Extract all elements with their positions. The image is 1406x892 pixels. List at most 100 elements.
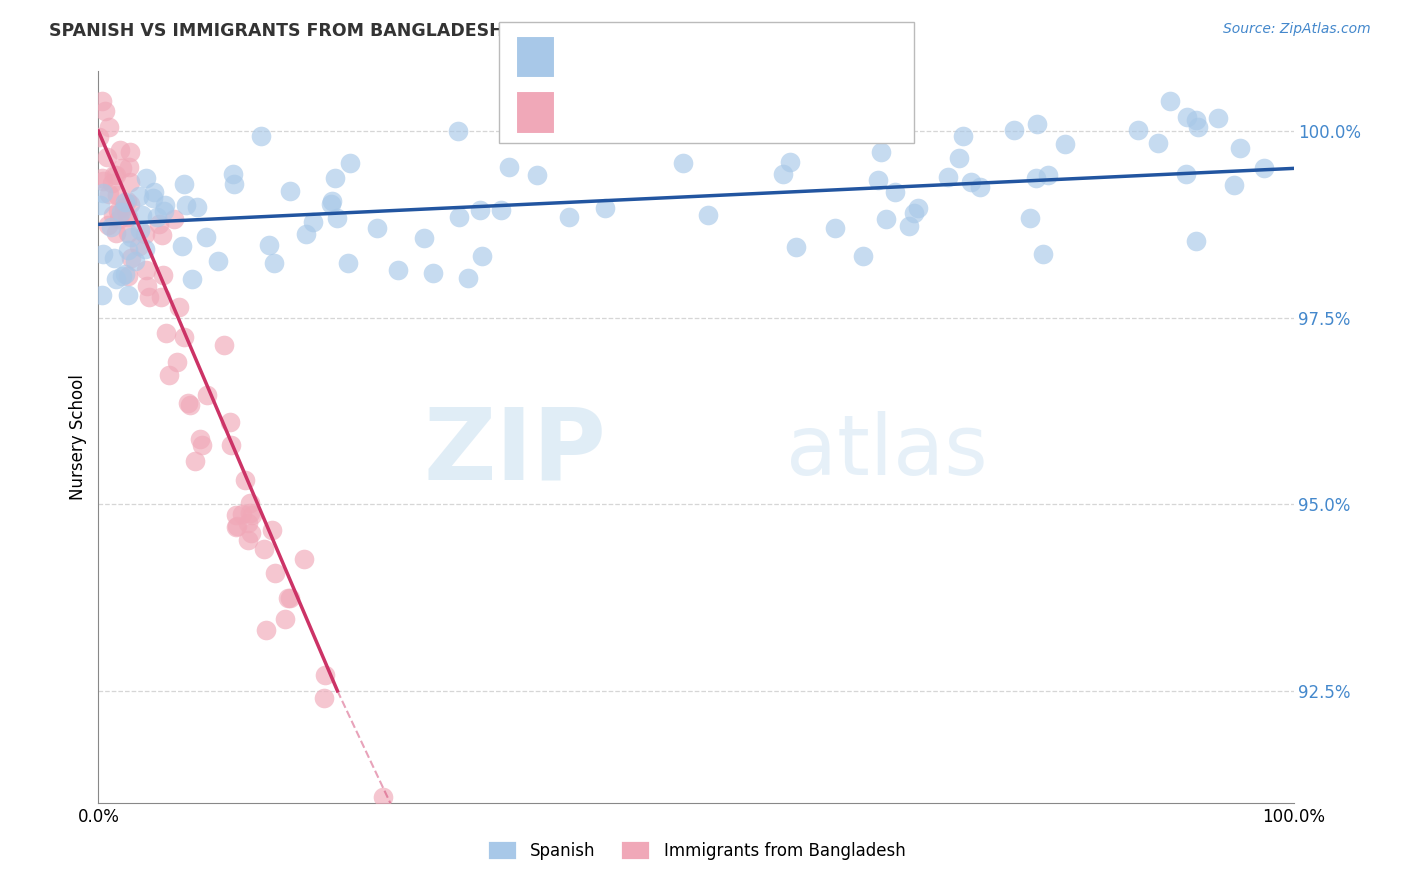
Point — [117, 243, 139, 257]
Point — [526, 168, 548, 182]
Point — [236, 516, 259, 530]
Point — [117, 288, 139, 302]
Point — [1054, 137, 1077, 152]
Point — [387, 262, 409, 277]
Y-axis label: Nursery School: Nursery School — [69, 374, 87, 500]
Point — [262, 523, 284, 537]
Point — [728, 96, 751, 111]
Point — [295, 227, 318, 241]
Point — [172, 238, 194, 252]
Point — [188, 432, 211, 446]
Point — [163, 212, 186, 227]
Point — [115, 208, 138, 222]
Point — [104, 226, 127, 240]
Point — [321, 194, 343, 208]
Point — [222, 177, 245, 191]
Point — [779, 154, 801, 169]
Point — [173, 330, 195, 344]
Point — [824, 221, 846, 235]
Point — [875, 212, 897, 227]
Point — [104, 168, 127, 182]
Point — [278, 184, 301, 198]
Point — [117, 226, 139, 240]
Point — [868, 173, 890, 187]
Point — [952, 128, 974, 143]
Point — [903, 206, 925, 220]
Point — [897, 219, 920, 234]
Point — [948, 151, 970, 165]
Point — [115, 194, 138, 208]
Point — [150, 290, 173, 304]
Point — [120, 230, 142, 244]
Point — [131, 208, 153, 222]
Point — [225, 520, 247, 534]
Point — [1174, 167, 1197, 181]
Point — [969, 180, 991, 194]
Point — [471, 249, 494, 263]
Point — [167, 301, 190, 315]
Point — [225, 508, 247, 523]
Text: ZIP: ZIP — [423, 403, 606, 500]
Point — [883, 185, 905, 199]
Point — [91, 246, 114, 260]
Point — [117, 210, 139, 224]
Point — [1002, 123, 1025, 137]
Point — [302, 215, 325, 229]
Point — [157, 368, 180, 383]
Point — [135, 171, 157, 186]
Point — [107, 204, 129, 219]
Point — [593, 202, 616, 216]
Point — [277, 591, 299, 605]
Point — [110, 205, 132, 219]
Point — [120, 251, 142, 265]
Point — [250, 129, 273, 144]
Point — [128, 223, 150, 237]
Point — [870, 145, 893, 159]
Point — [179, 399, 201, 413]
Point — [447, 211, 470, 225]
Point — [191, 438, 214, 452]
Point — [91, 186, 114, 200]
Point — [103, 169, 125, 183]
Point — [89, 198, 111, 212]
Point — [195, 388, 218, 402]
Point — [366, 221, 388, 235]
Point — [148, 217, 170, 231]
Point — [89, 129, 111, 144]
Point — [231, 507, 253, 521]
Point — [118, 175, 141, 189]
Point — [100, 220, 122, 235]
Point — [339, 156, 361, 170]
Point — [94, 103, 117, 118]
Point — [128, 188, 150, 202]
Point — [274, 612, 297, 626]
Point — [143, 185, 166, 199]
Point — [104, 272, 127, 286]
Point — [1126, 123, 1149, 137]
Point — [91, 288, 114, 302]
Point — [1018, 211, 1040, 225]
Point — [239, 507, 262, 521]
Point — [371, 790, 394, 805]
Point — [222, 168, 245, 182]
Point — [186, 200, 208, 214]
Point — [1159, 94, 1181, 108]
Point — [135, 262, 157, 277]
Point — [114, 195, 136, 210]
Point — [672, 156, 695, 170]
Point — [153, 198, 176, 212]
Point — [253, 541, 276, 556]
Point — [312, 691, 335, 706]
Point — [90, 94, 112, 108]
Point — [959, 176, 981, 190]
Point — [219, 438, 242, 452]
Point — [153, 204, 176, 219]
Point — [111, 268, 134, 283]
Point — [138, 290, 160, 304]
Point — [107, 211, 129, 226]
Point — [98, 186, 121, 201]
Point — [110, 143, 132, 157]
Point — [1206, 111, 1229, 125]
Point — [1025, 170, 1047, 185]
Point — [336, 256, 359, 270]
